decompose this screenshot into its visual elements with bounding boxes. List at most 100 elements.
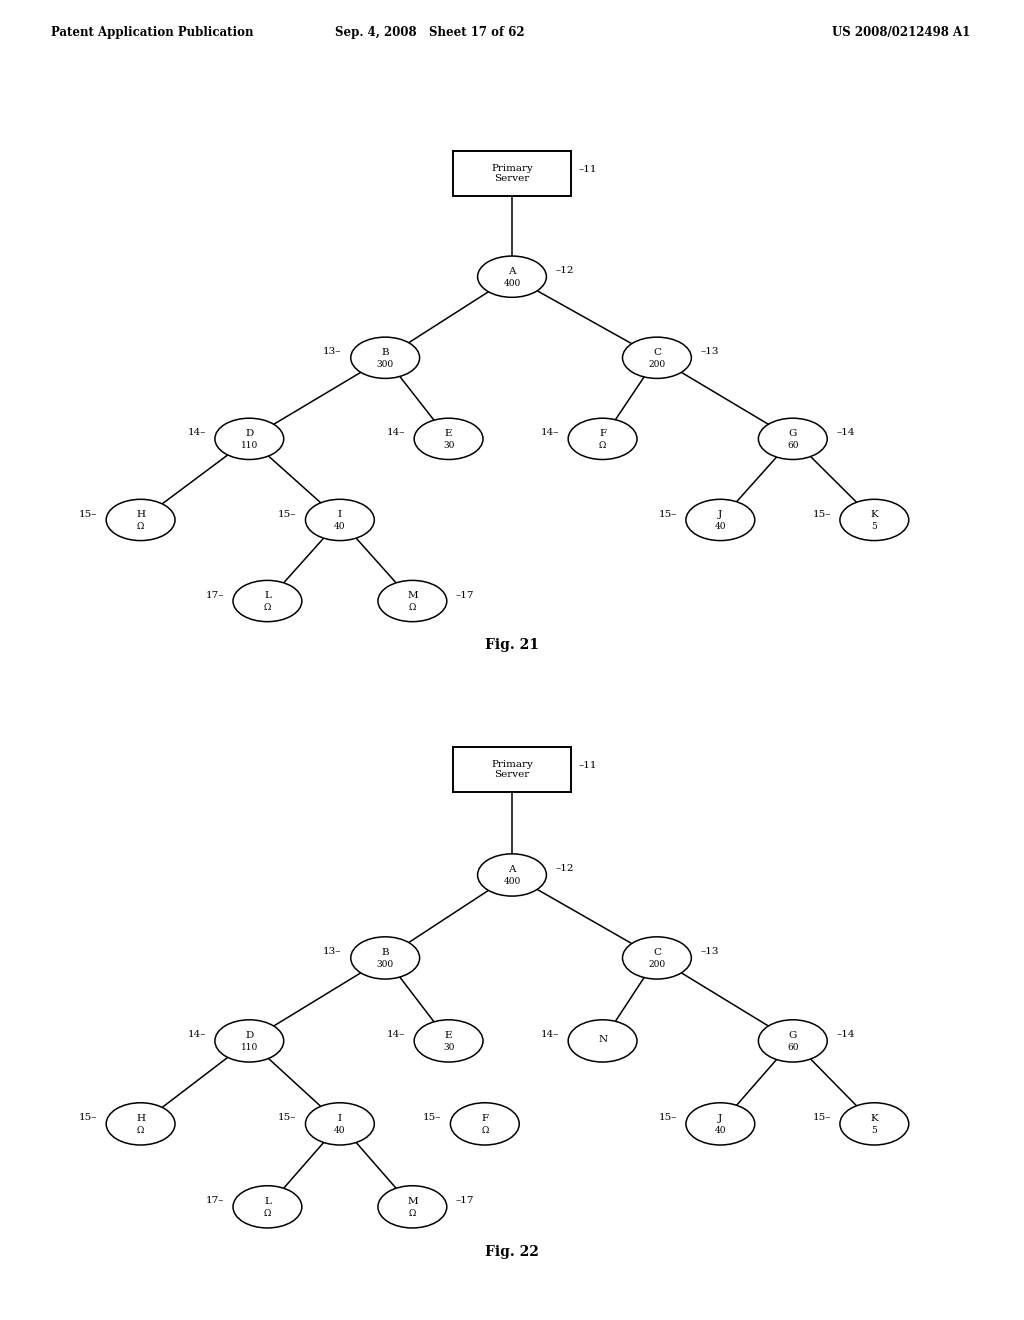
- Text: L: L: [264, 1197, 271, 1206]
- Text: A: A: [508, 267, 516, 276]
- Ellipse shape: [215, 1020, 284, 1063]
- Ellipse shape: [477, 256, 547, 297]
- Text: 15–: 15–: [658, 510, 677, 519]
- Text: –12: –12: [555, 865, 574, 874]
- Ellipse shape: [351, 937, 420, 979]
- Text: –17: –17: [456, 1196, 474, 1205]
- Text: E: E: [444, 1031, 453, 1040]
- Ellipse shape: [686, 499, 755, 541]
- Text: F: F: [481, 1114, 488, 1123]
- Text: J: J: [718, 511, 723, 519]
- Text: G: G: [788, 429, 797, 438]
- Ellipse shape: [759, 1020, 827, 1063]
- Text: 15–: 15–: [278, 510, 296, 519]
- Ellipse shape: [686, 1102, 755, 1144]
- Text: US 2008/0212498 A1: US 2008/0212498 A1: [831, 26, 971, 40]
- Text: Patent Application Publication: Patent Application Publication: [51, 26, 254, 40]
- Text: 15–: 15–: [812, 1113, 830, 1122]
- Text: K: K: [870, 1114, 879, 1123]
- Ellipse shape: [477, 854, 547, 896]
- Text: 14–: 14–: [541, 429, 559, 437]
- Text: Ω: Ω: [264, 603, 271, 612]
- Ellipse shape: [623, 337, 691, 379]
- Text: H: H: [136, 1114, 145, 1123]
- Text: Ω: Ω: [137, 1126, 144, 1135]
- Text: D: D: [245, 429, 253, 438]
- Text: 5: 5: [871, 1126, 878, 1135]
- Text: A: A: [508, 865, 516, 874]
- Text: 40: 40: [715, 523, 726, 531]
- FancyBboxPatch shape: [453, 747, 571, 792]
- Text: 40: 40: [334, 1126, 346, 1135]
- Text: N: N: [598, 1035, 607, 1044]
- Text: –13: –13: [700, 347, 719, 356]
- Text: Ω: Ω: [409, 1209, 416, 1218]
- Ellipse shape: [568, 418, 637, 459]
- Text: –12: –12: [555, 267, 574, 276]
- Ellipse shape: [215, 418, 284, 459]
- Text: Primary
Server: Primary Server: [492, 164, 532, 183]
- Text: Ω: Ω: [481, 1126, 488, 1135]
- Ellipse shape: [233, 1185, 302, 1228]
- Text: Sep. 4, 2008   Sheet 17 of 62: Sep. 4, 2008 Sheet 17 of 62: [335, 26, 525, 40]
- Text: 14–: 14–: [187, 1031, 206, 1039]
- Text: M: M: [408, 1197, 418, 1206]
- Text: 110: 110: [241, 441, 258, 450]
- Text: –14: –14: [837, 1031, 855, 1039]
- Text: 15–: 15–: [79, 510, 97, 519]
- Ellipse shape: [378, 1185, 446, 1228]
- Ellipse shape: [840, 499, 908, 541]
- Text: D: D: [245, 1031, 253, 1040]
- Text: Ω: Ω: [409, 603, 416, 612]
- Ellipse shape: [414, 418, 483, 459]
- Text: 15–: 15–: [423, 1113, 441, 1122]
- Text: C: C: [653, 948, 660, 957]
- Text: Ω: Ω: [137, 523, 144, 531]
- Text: Ω: Ω: [264, 1209, 271, 1218]
- Text: 14–: 14–: [187, 429, 206, 437]
- Text: –13: –13: [700, 948, 719, 957]
- Text: G: G: [788, 1031, 797, 1040]
- Text: 400: 400: [504, 279, 520, 288]
- Text: 30: 30: [443, 441, 455, 450]
- Text: Fig. 21: Fig. 21: [485, 639, 539, 652]
- Ellipse shape: [451, 1102, 519, 1144]
- Text: 17–: 17–: [206, 1196, 224, 1205]
- Ellipse shape: [759, 418, 827, 459]
- Text: K: K: [870, 511, 879, 519]
- Text: 400: 400: [504, 878, 520, 886]
- Text: 5: 5: [871, 523, 878, 531]
- Text: –11: –11: [579, 762, 597, 770]
- Text: 17–: 17–: [206, 590, 224, 599]
- Text: –14: –14: [837, 429, 855, 437]
- Ellipse shape: [106, 499, 175, 541]
- Text: 13–: 13–: [324, 347, 342, 356]
- Text: B: B: [381, 948, 389, 957]
- Text: 200: 200: [648, 960, 666, 969]
- Ellipse shape: [106, 1102, 175, 1144]
- Text: C: C: [653, 348, 660, 358]
- Text: –17: –17: [456, 590, 474, 599]
- Text: 13–: 13–: [324, 948, 342, 957]
- Text: 40: 40: [334, 523, 346, 531]
- Text: L: L: [264, 591, 271, 601]
- Text: 14–: 14–: [541, 1031, 559, 1039]
- Ellipse shape: [305, 499, 375, 541]
- Ellipse shape: [351, 337, 420, 379]
- Text: 30: 30: [443, 1043, 455, 1052]
- Text: I: I: [338, 1114, 342, 1123]
- Text: 14–: 14–: [387, 1031, 406, 1039]
- Text: 300: 300: [377, 960, 394, 969]
- Text: M: M: [408, 591, 418, 601]
- Text: 14–: 14–: [387, 429, 406, 437]
- Text: 15–: 15–: [658, 1113, 677, 1122]
- Text: 60: 60: [787, 1043, 799, 1052]
- Text: 15–: 15–: [812, 510, 830, 519]
- Ellipse shape: [840, 1102, 908, 1144]
- Text: 110: 110: [241, 1043, 258, 1052]
- Ellipse shape: [305, 1102, 375, 1144]
- Text: –11: –11: [579, 165, 597, 174]
- Text: B: B: [381, 348, 389, 358]
- Text: I: I: [338, 511, 342, 519]
- Ellipse shape: [568, 1020, 637, 1063]
